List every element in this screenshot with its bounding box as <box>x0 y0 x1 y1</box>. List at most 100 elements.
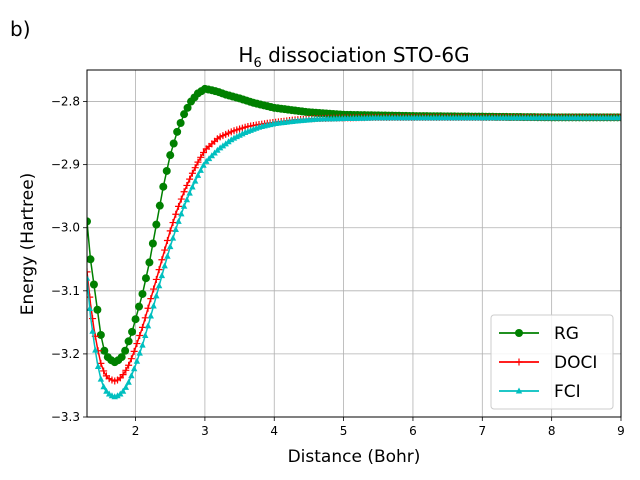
data-point-fci <box>128 372 135 379</box>
data-point-doci <box>191 164 199 172</box>
data-point-doci <box>177 195 185 203</box>
series-fci <box>87 114 621 400</box>
data-point-doci <box>138 323 146 331</box>
data-point-doci <box>163 236 171 244</box>
data-point-doci <box>130 347 138 355</box>
data-point-rg <box>89 280 98 289</box>
data-point-doci <box>186 175 194 183</box>
legend: RG DOCI FCI <box>490 314 614 410</box>
plot-frame <box>86 69 622 418</box>
x-tick-label: 5 <box>340 424 348 438</box>
data-point-fci <box>169 234 177 241</box>
data-point-doci <box>147 295 155 303</box>
data-point-rg <box>183 103 192 112</box>
legend-entry-doci: DOCI <box>499 353 597 373</box>
data-point-doci <box>183 181 191 189</box>
data-point-fci <box>153 292 160 299</box>
legend-box <box>490 314 614 410</box>
data-point-doci <box>197 153 205 161</box>
data-point-fci <box>200 161 207 168</box>
data-point-rg <box>135 302 144 311</box>
data-point-fci <box>616 114 621 121</box>
data-point-doci <box>180 188 188 196</box>
data-point-doci <box>172 210 180 218</box>
data-point-rg <box>155 201 164 210</box>
series-layer <box>87 84 621 400</box>
data-point-fci <box>216 144 224 151</box>
data-point-fci <box>87 304 93 311</box>
data-point-doci <box>144 304 152 312</box>
data-point-doci <box>119 371 127 379</box>
x-tick-label: 4 <box>270 424 278 438</box>
data-point-fci <box>175 217 182 224</box>
data-point-rg <box>100 346 109 355</box>
x-tick-label: 3 <box>201 424 209 438</box>
data-point-fci <box>100 383 107 390</box>
axis-ticks: 2 3 4 5 6 7 8 9 −3.3 −3.2 −3.1 −3.0 −2.9 −2.8 <box>51 95 625 438</box>
legend-entry-fci: FCI <box>499 382 581 402</box>
y-tick-label: −3.1 <box>51 284 80 298</box>
data-point-fci <box>139 341 146 348</box>
data-point-fci <box>147 312 155 319</box>
data-point-doci <box>158 256 166 264</box>
data-point-fci <box>144 322 152 329</box>
data-point-doci <box>133 340 141 348</box>
data-point-fci <box>219 142 227 149</box>
data-point-fci <box>94 363 102 370</box>
data-point-doci <box>150 285 158 293</box>
data-point-doci <box>122 366 130 374</box>
data-point-doci <box>200 149 208 157</box>
data-point-rg <box>173 127 182 136</box>
data-point-fci <box>194 171 202 178</box>
data-point-doci <box>127 355 135 363</box>
data-point-rg <box>152 220 161 229</box>
legend-marker-doci <box>515 358 523 366</box>
data-point-fci <box>167 243 174 250</box>
legend-entry-rg: RG <box>499 324 579 344</box>
data-point-fci <box>164 252 171 259</box>
data-point-doci <box>188 169 196 177</box>
x-tick-label: 2 <box>132 424 140 438</box>
panel-label: b) <box>10 17 31 41</box>
data-point-fci <box>130 365 138 372</box>
data-point-rg <box>159 182 168 191</box>
data-point-rg <box>131 315 140 324</box>
data-point-fci <box>178 210 185 217</box>
data-point-rg <box>117 353 126 362</box>
data-point-fci <box>155 282 163 289</box>
data-point-fci <box>172 225 179 232</box>
data-point-doci <box>194 158 202 166</box>
y-axis-label: Energy (Hartree) <box>18 173 38 316</box>
data-point-fci <box>103 387 110 394</box>
y-tick-label: −3.3 <box>51 410 80 424</box>
data-point-rg <box>162 166 171 175</box>
data-point-rg <box>166 151 175 160</box>
data-point-rg <box>169 139 178 148</box>
data-point-fci <box>150 302 157 309</box>
data-point-fci <box>114 392 121 399</box>
data-point-doci <box>166 227 174 235</box>
data-point-rg <box>87 217 91 226</box>
data-point-fci <box>92 346 99 353</box>
data-point-fci <box>183 196 191 203</box>
data-point-fci <box>189 183 196 190</box>
data-point-fci <box>180 202 188 209</box>
data-point-fci <box>125 378 132 385</box>
data-point-fci <box>87 274 91 281</box>
data-point-rg <box>121 346 130 355</box>
data-point-doci <box>97 359 105 367</box>
data-point-fci <box>122 383 130 390</box>
data-point-fci <box>142 331 149 338</box>
data-point-doci <box>175 202 183 210</box>
data-point-fci <box>161 262 168 269</box>
data-point-fci <box>89 327 96 334</box>
x-tick-label: 6 <box>409 424 417 438</box>
data-point-rg <box>87 255 95 264</box>
data-point-doci <box>141 314 149 322</box>
data-point-doci <box>152 275 160 283</box>
y-tick-label: −2.8 <box>51 95 80 109</box>
data-point-rg <box>141 274 150 283</box>
y-tick-label: −3.2 <box>51 347 80 361</box>
data-point-fci <box>158 272 166 279</box>
data-point-fci <box>191 177 199 184</box>
